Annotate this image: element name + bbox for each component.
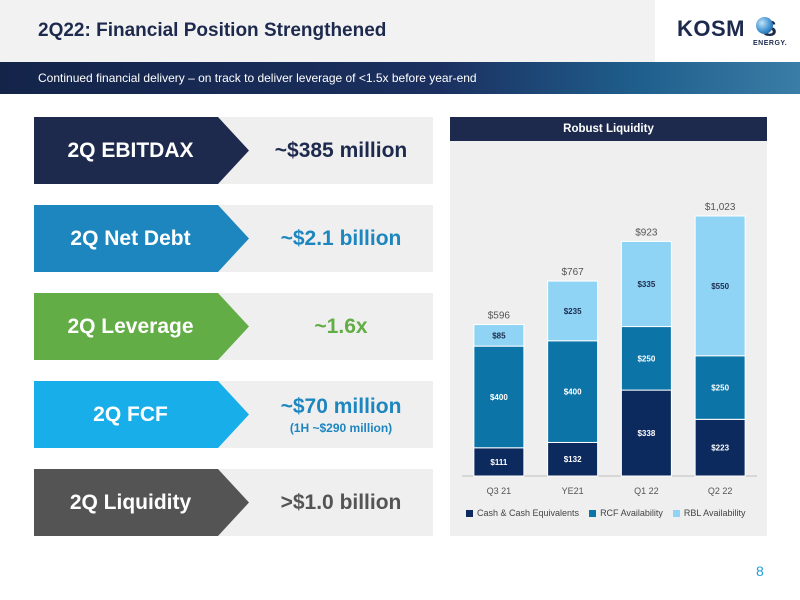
chart-title: Robust Liquidity bbox=[450, 117, 767, 141]
legend-label: RBL Availability bbox=[683, 508, 746, 518]
bar-segment bbox=[694, 215, 746, 357]
kpi-value-text: >$1.0 billion bbox=[280, 490, 402, 514]
globe-icon bbox=[756, 17, 773, 34]
bar-segment-label: $111 bbox=[490, 458, 507, 467]
kpi-label: 2Q FCF bbox=[34, 381, 249, 448]
legend-swatch bbox=[466, 509, 473, 517]
bar-total-label: $923 bbox=[635, 227, 658, 238]
bar-segment-label: $250 bbox=[711, 384, 729, 393]
bar-segment-label: $250 bbox=[637, 354, 655, 363]
kpi-label: 2Q EBITDAX bbox=[34, 117, 249, 184]
kpi-fcf: 2Q FCF ~$70 million (1H ~$290 million) bbox=[34, 381, 433, 448]
bar-total-label: $596 bbox=[488, 311, 511, 322]
x-tick-label: Q2 22 bbox=[708, 486, 733, 496]
page-title: 2Q22: Financial Position Strengthened bbox=[38, 20, 387, 41]
bar-segment bbox=[694, 355, 746, 420]
legend-swatch bbox=[672, 509, 680, 517]
bar-segment-label: $85 bbox=[492, 331, 506, 340]
legend-swatch bbox=[589, 509, 597, 517]
chart-svg: $111 $400 $85 $596 Q3 21 $132 $400 $235 $767 YE21… bbox=[462, 202, 757, 496]
logo-subtext: ENERGY. bbox=[753, 40, 788, 47]
kpi-value-text: ~1.6x bbox=[314, 314, 368, 338]
kpi-value-text: ~$385 million bbox=[274, 138, 408, 162]
bar-segment-label: $235 bbox=[564, 307, 582, 316]
bar-segment bbox=[620, 389, 672, 477]
title-bar: 2Q22: Financial Position Strengthened bbox=[0, 0, 655, 62]
bar-segment-label: $550 bbox=[711, 282, 729, 291]
legend-entry: RCF Availability bbox=[589, 508, 663, 518]
kpi-value-text: ~$70 million bbox=[280, 394, 402, 418]
bar-segment-label: $338 bbox=[637, 429, 655, 438]
kpi-value: ~$2.1 billion bbox=[249, 205, 433, 272]
bar-segment bbox=[694, 418, 746, 477]
bar-segment bbox=[473, 324, 525, 347]
bar-total-label: $1,023 bbox=[705, 202, 736, 213]
bar-total-label: $767 bbox=[562, 267, 585, 278]
bar-segment-label: $400 bbox=[490, 393, 508, 402]
kpi-label: 2Q Leverage bbox=[34, 293, 249, 360]
bar-segment bbox=[547, 340, 599, 443]
chart-legend: Cash & Cash Equivalents RCF Availability R… bbox=[466, 508, 761, 518]
kpi-leverage: 2Q Leverage ~1.6x bbox=[34, 293, 433, 360]
kpi-value: ~1.6x bbox=[249, 293, 433, 360]
legend-label: Cash & Cash Equivalents bbox=[477, 508, 580, 518]
x-tick-label: YE21 bbox=[562, 486, 584, 496]
liquidity-chart: $111 $400 $85 $596 Q3 21 $132 $400 $235 $767 YE21… bbox=[450, 141, 767, 536]
bar-segment bbox=[547, 441, 599, 477]
legend-entry: Cash & Cash Equivalents bbox=[466, 508, 579, 518]
kpi-label: 2Q Liquidity bbox=[34, 469, 249, 536]
bar-segment-label: $400 bbox=[564, 388, 582, 397]
kpi-value: ~$385 million bbox=[249, 117, 433, 184]
bar-segment bbox=[620, 326, 672, 391]
kpi-value-text: ~$2.1 billion bbox=[280, 226, 402, 250]
x-tick-label: Q3 21 bbox=[487, 486, 512, 496]
kpi-liquidity: 2Q Liquidity >$1.0 billion bbox=[34, 469, 433, 536]
kpi-net-debt: 2Q Net Debt ~$2.1 billion bbox=[34, 205, 433, 272]
bar-segment-label: $223 bbox=[711, 444, 729, 453]
page-number: 8 bbox=[756, 563, 764, 579]
bar-segment bbox=[473, 447, 525, 477]
subtitle-banner: Continued financial delivery – on track … bbox=[0, 62, 800, 94]
bar-segment-label: $132 bbox=[564, 455, 582, 464]
legend-entry: RBL Availability bbox=[672, 508, 746, 518]
kpi-value: >$1.0 billion bbox=[249, 469, 433, 536]
bar-segment bbox=[620, 240, 672, 328]
legend-label: RCF Availability bbox=[600, 508, 663, 518]
kpi-label: 2Q Net Debt bbox=[34, 205, 249, 272]
bar-segment bbox=[547, 280, 599, 342]
x-tick-label: Q1 22 bbox=[634, 486, 659, 496]
bar-segment-label: $335 bbox=[637, 280, 655, 289]
company-logo: KOSMS ENERGY. bbox=[655, 0, 800, 62]
kpi-value: ~$70 million (1H ~$290 million) bbox=[249, 381, 433, 448]
kpi-ebitdax: 2Q EBITDAX ~$385 million bbox=[34, 117, 433, 184]
kpi-subvalue-text: (1H ~$290 million) bbox=[289, 420, 393, 435]
subtitle-text: Continued financial delivery – on track … bbox=[38, 71, 477, 85]
